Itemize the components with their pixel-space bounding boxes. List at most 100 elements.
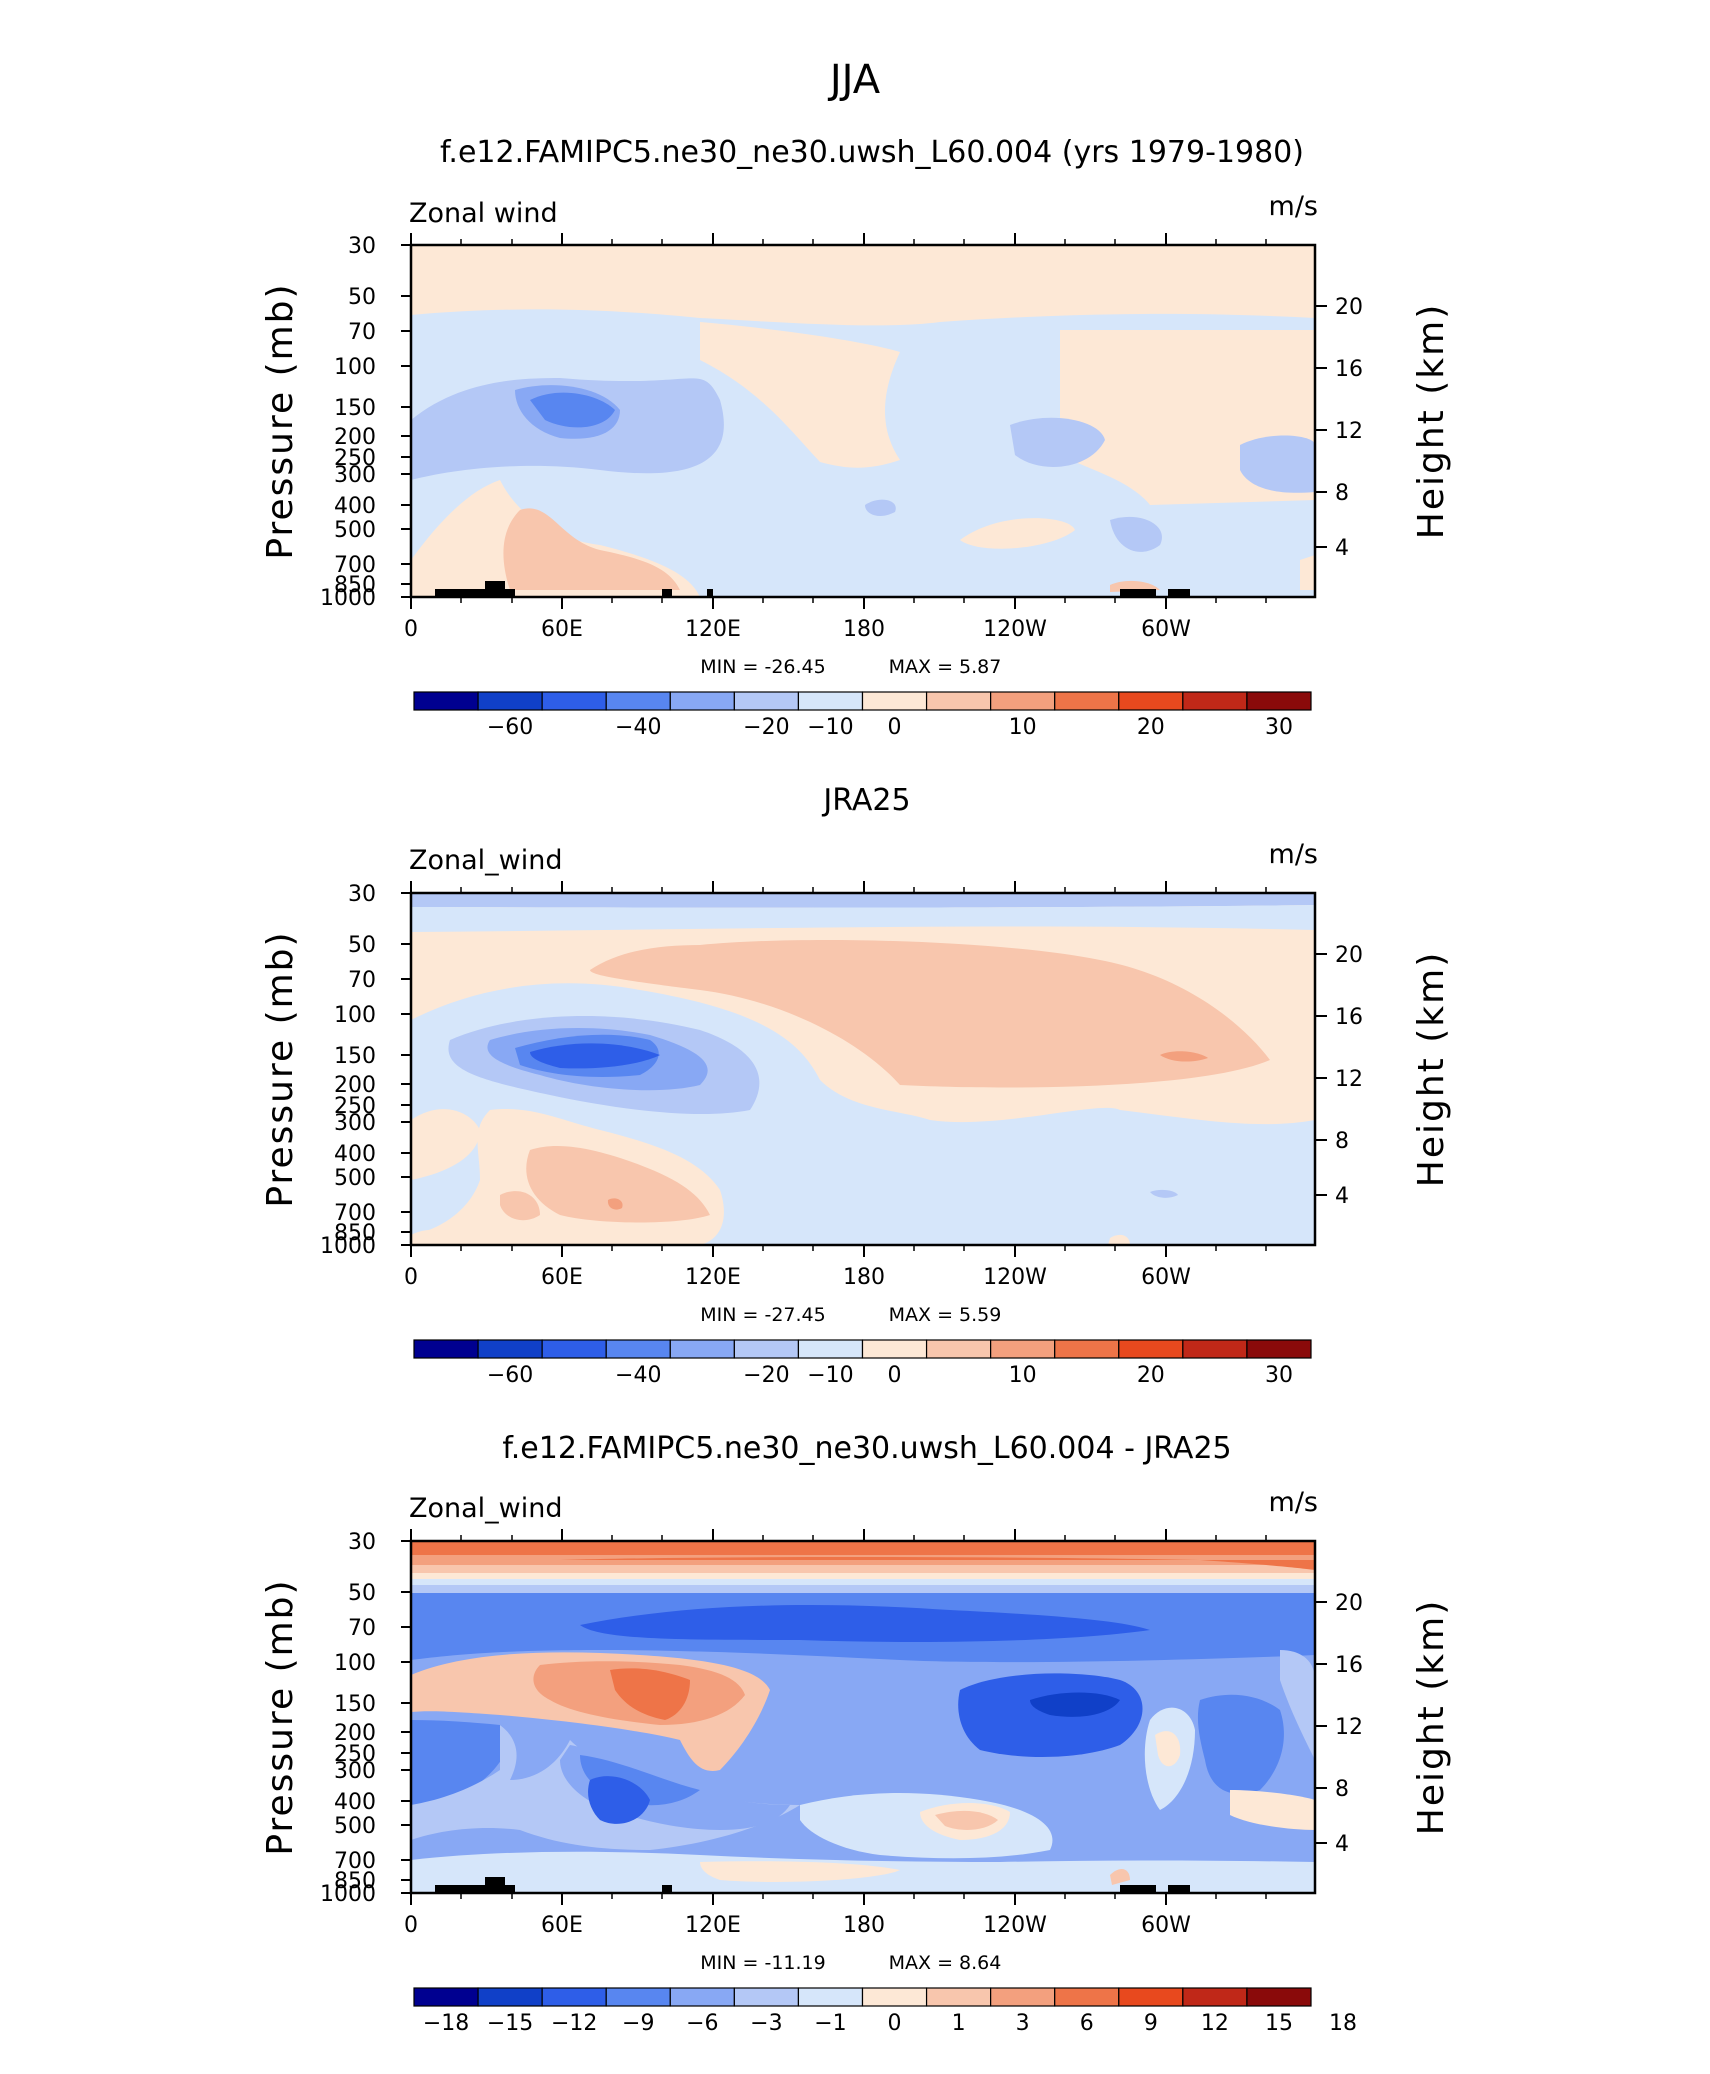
colorbar-label: 12 [1201, 2011, 1229, 2036]
colorbar-label: 10 [1009, 715, 1037, 740]
y2-tick-label: 12 [1335, 1067, 1363, 1092]
y-tick-label: 100 [334, 1003, 376, 1028]
x-tick-label: 60W [1141, 617, 1191, 642]
colorbar-swatch [605, 1339, 671, 1359]
y-tick-label: 150 [334, 396, 376, 421]
x-tick-label: 0 [404, 617, 418, 642]
y2-tick-label: 20 [1335, 1591, 1363, 1616]
colorbar-swatch [797, 691, 864, 711]
colorbar-swatch [413, 1339, 479, 1359]
panel-diff-colorbar: −18 −15 −12 −9 −6 −3 −1 0 1 3 6 9 12 15 18 [413, 1987, 1357, 2036]
panel-jra25-units: m/s [1269, 839, 1318, 870]
colorbar-label: −10 [807, 1363, 853, 1388]
y2-tick-label: 20 [1335, 295, 1363, 320]
colorbar-swatch [605, 1987, 671, 2007]
colorbar-swatch [925, 691, 992, 711]
colorbar-label: 1 [952, 2011, 966, 2036]
y2-tick-label: 16 [1335, 1653, 1363, 1678]
panel-diff-units: m/s [1269, 1487, 1318, 1518]
y-tick-label: 500 [334, 1814, 376, 1839]
y2-tick-label: 4 [1335, 536, 1349, 561]
y2-tick-label: 12 [1335, 1715, 1363, 1740]
panel-model-colorbar: −60 −40 −20 −10 0 10 20 30 [413, 691, 1312, 740]
colorbar-swatch [1246, 1339, 1312, 1359]
panel-model-max: MAX = 5.87 [889, 656, 1002, 678]
x-tick-label: 60E [541, 1913, 583, 1938]
colorbar-swatch [797, 1987, 864, 2007]
x-tick-label: 60W [1141, 1265, 1191, 1290]
colorbar-swatch [669, 1339, 735, 1359]
colorbar-swatch [477, 1987, 543, 2007]
colorbar-label: −40 [615, 715, 661, 740]
colorbar-swatch [669, 1987, 735, 2007]
y-tick-label: 1000 [320, 586, 376, 611]
colorbar-swatch [733, 1987, 800, 2007]
colorbar-label: −6 [686, 2011, 718, 2036]
y-tick-label: 50 [348, 933, 376, 958]
x-tick-label: 180 [843, 1913, 885, 1938]
colorbar-swatch [413, 691, 479, 711]
y-tick-label: 30 [348, 1530, 376, 1555]
colorbar-label: −40 [615, 1363, 661, 1388]
y-tick-label: 50 [348, 1581, 376, 1606]
colorbar-swatch [861, 691, 928, 711]
figure-title: JJA [827, 57, 881, 103]
x-tick-label: 120E [685, 1913, 741, 1938]
panel-jra25-left-label: Zonal_wind [409, 845, 563, 876]
y-tick-label: 300 [334, 1759, 376, 1784]
y-tick-label: 150 [334, 1692, 376, 1717]
y2-tick-label: 16 [1335, 357, 1363, 382]
y-tick-label: 50 [348, 285, 376, 310]
panel-diff-max: MAX = 8.64 [889, 1952, 1002, 1974]
y-tick-label: 250 [334, 1742, 376, 1767]
y-tick-label: 400 [334, 1142, 376, 1167]
panel-jra25: JRA25 Zonal_wind m/s 0 60E 120E 180 120W 60W 3… [260, 783, 1452, 1388]
y2-tick-label: 8 [1335, 481, 1349, 506]
colorbar-swatch [541, 1987, 607, 2007]
x-tick-label: 180 [843, 617, 885, 642]
y-tick-label: 850 [334, 1869, 376, 1894]
colorbar-label: −20 [743, 715, 789, 740]
colorbar-label: −20 [743, 1363, 789, 1388]
colorbar-swatch [541, 1339, 607, 1359]
colorbar-swatch [541, 691, 607, 711]
colorbar-swatch [733, 1339, 800, 1359]
x-tick-label: 0 [404, 1265, 418, 1290]
panel-model-title: f.e12.FAMIPC5.ne30_ne30.uwsh_L60.004 (yr… [440, 135, 1304, 170]
y-tick-label: 200 [334, 425, 376, 450]
colorbar-swatch [669, 691, 735, 711]
panel-model: f.e12.FAMIPC5.ne30_ne30.uwsh_L60.004 (yr… [260, 135, 1452, 740]
panel-diff-min: MIN = -11.19 [700, 1952, 825, 1974]
y-tick-label: 500 [334, 1166, 376, 1191]
panel-model-ylabel: Pressure (mb) [260, 282, 301, 559]
colorbar-label: −18 [423, 2011, 469, 2036]
colorbar-swatch [605, 691, 671, 711]
colorbar-label: 3 [1016, 2011, 1030, 2036]
colorbar-swatch [1182, 1339, 1248, 1359]
colorbar-swatch [733, 691, 800, 711]
panel-diff-y2label: Height (km) [1411, 1599, 1452, 1835]
x-tick-label: 60E [541, 617, 583, 642]
colorbar-swatch [1054, 1339, 1120, 1359]
panel-model-y2label: Height (km) [1411, 303, 1452, 539]
colorbar-swatch [797, 1339, 864, 1359]
panel-model-field [411, 245, 1315, 597]
y-tick-label: 100 [334, 355, 376, 380]
y-tick-label: 1000 [320, 1234, 376, 1259]
panel-jra25-field [411, 893, 1315, 1245]
colorbar-swatch [925, 1987, 992, 2007]
colorbar-label: −60 [487, 715, 533, 740]
colorbar-swatch [477, 691, 543, 711]
y-tick-label: 250 [334, 446, 376, 471]
colorbar-swatch [861, 1339, 928, 1359]
colorbar-swatch [1054, 691, 1120, 711]
colorbar-label: −3 [750, 2011, 782, 2036]
y-tick-label: 850 [334, 573, 376, 598]
y-tick-label: 200 [334, 1721, 376, 1746]
y-tick-label: 700 [334, 553, 376, 578]
x-tick-label: 60E [541, 1265, 583, 1290]
colorbar-swatch [477, 1339, 543, 1359]
panel-model-left-label: Zonal wind [409, 198, 558, 229]
panel-diff-left-label: Zonal_wind [409, 1493, 563, 1524]
